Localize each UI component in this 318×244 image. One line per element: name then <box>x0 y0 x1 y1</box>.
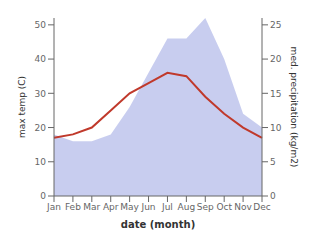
svg-text:Nov: Nov <box>234 202 252 212</box>
svg-text:20: 20 <box>270 54 282 64</box>
svg-text:Jan: Jan <box>46 202 61 212</box>
svg-text:0: 0 <box>270 191 276 201</box>
svg-text:5: 5 <box>270 157 276 167</box>
svg-text:med. precipitation (kg/m2): med. precipitation (kg/m2) <box>289 47 299 168</box>
svg-text:May: May <box>120 202 139 212</box>
svg-text:Jul: Jul <box>161 202 173 212</box>
svg-text:20: 20 <box>35 123 47 133</box>
svg-text:15: 15 <box>270 89 281 99</box>
svg-text:0: 0 <box>40 191 46 201</box>
svg-text:50: 50 <box>35 20 47 30</box>
svg-text:Dec: Dec <box>253 202 270 212</box>
svg-text:10: 10 <box>270 123 282 133</box>
svg-text:25: 25 <box>270 20 281 30</box>
svg-text:Feb: Feb <box>65 202 81 212</box>
svg-text:max temp (C): max temp (C) <box>17 76 27 138</box>
svg-text:30: 30 <box>35 89 47 99</box>
svg-text:Sep: Sep <box>197 202 214 212</box>
svg-text:Apr: Apr <box>103 202 119 212</box>
svg-text:Mar: Mar <box>83 202 100 212</box>
svg-text:10: 10 <box>35 157 47 167</box>
svg-text:date (month): date (month) <box>121 219 195 230</box>
svg-text:Aug: Aug <box>178 202 196 212</box>
svg-text:Jun: Jun <box>141 202 156 212</box>
svg-text:40: 40 <box>35 54 47 64</box>
svg-text:Oct: Oct <box>216 202 232 212</box>
